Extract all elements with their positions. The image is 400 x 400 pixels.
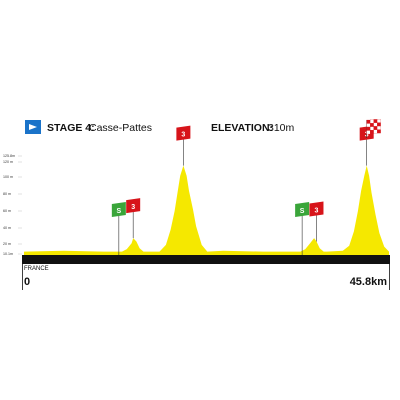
finish-flag-cell bbox=[366, 130, 371, 135]
km-marker-label: 20 bbox=[180, 257, 188, 264]
finish-flag-cell bbox=[373, 129, 378, 134]
stage-name: Casse-Pattes bbox=[89, 122, 152, 134]
sprint-flag bbox=[295, 202, 310, 217]
finish-flag-cell bbox=[370, 119, 374, 124]
finish-flag-cell bbox=[373, 122, 378, 127]
km-marker-label: 36.7 bbox=[313, 257, 326, 264]
finish-distance: 45.8km bbox=[350, 276, 388, 288]
finish-flag-cell bbox=[366, 126, 371, 131]
elevation-value: 310m bbox=[268, 122, 295, 134]
finish-flag-cell bbox=[377, 118, 381, 123]
finish-flag-icon bbox=[366, 118, 381, 138]
finish-tick bbox=[389, 264, 390, 290]
stage-header: STAGE 4: Casse-Pattes ELEVATION: 310m bbox=[25, 120, 295, 134]
sprint-flag bbox=[111, 202, 126, 217]
climb-flag-label: 3 bbox=[131, 204, 135, 211]
km-marker-label: 43 bbox=[363, 257, 371, 264]
climb-flag bbox=[176, 125, 191, 141]
climb-flag-label: 3 bbox=[181, 132, 185, 139]
y-tick-label: 60 m bbox=[3, 209, 11, 213]
y-tick-label: 10.1m bbox=[3, 252, 13, 256]
finish-flag-cell bbox=[370, 130, 374, 134]
finish-flag-cell bbox=[377, 125, 381, 130]
y-tick-label: 120 m bbox=[3, 160, 13, 164]
y-tick-label: 40 m bbox=[3, 226, 11, 230]
y-tick-label: 80 m bbox=[3, 192, 11, 196]
finish-flag-cell bbox=[373, 119, 378, 124]
sprint-flag-label: S bbox=[300, 208, 305, 215]
start-tick bbox=[22, 264, 23, 290]
climb-flag bbox=[309, 201, 324, 217]
climb-flag bbox=[126, 198, 141, 214]
y-axis: 125.8m 120 m 100 m 80 m 60 m 40 m 20 m 10.1m bbox=[3, 154, 22, 256]
stage-label: STAGE 4: bbox=[47, 122, 95, 134]
km-marker-label: 11.9 bbox=[111, 257, 124, 264]
start-arrow-icon bbox=[25, 120, 41, 134]
start-place: FRANCE bbox=[24, 266, 49, 272]
finish-flag-cell bbox=[377, 129, 381, 134]
sprint-flag-label: S bbox=[117, 208, 122, 215]
start-distance: 0 bbox=[24, 276, 30, 288]
finish-flag-cell bbox=[370, 123, 374, 127]
y-tick-label: 125.8m bbox=[3, 154, 15, 158]
km-marker-label: 13.7 bbox=[130, 257, 143, 264]
finish-flag-cell bbox=[377, 122, 381, 127]
road-baseline bbox=[22, 255, 390, 264]
finish-flag-cell bbox=[373, 126, 378, 131]
y-tick-label: 100 m bbox=[3, 175, 13, 179]
climb-flag-label: 3 bbox=[315, 208, 319, 215]
km-marker-label: 34.9 bbox=[294, 257, 307, 264]
finish-flag-cell bbox=[366, 123, 371, 128]
y-tick-label: 20 m bbox=[3, 242, 11, 246]
finish-flag-cell bbox=[366, 119, 371, 124]
elevation-area bbox=[24, 165, 389, 255]
elevation-label: ELEVATION: bbox=[211, 122, 273, 134]
finish-flag-cell bbox=[370, 126, 374, 131]
